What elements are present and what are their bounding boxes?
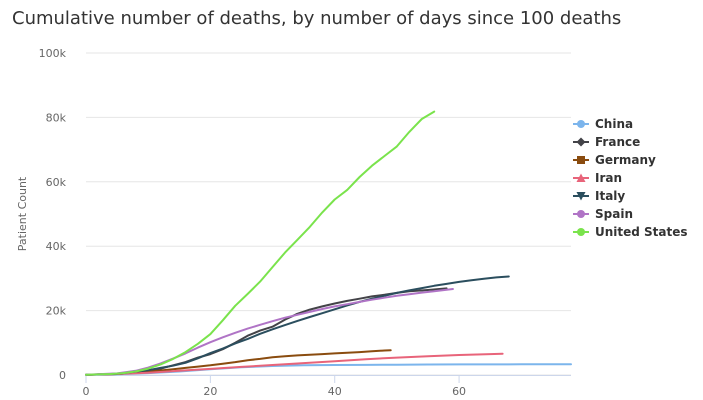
legend-item-spain[interactable]: Spain	[573, 207, 633, 221]
x-tick-label-2: 40	[328, 385, 342, 398]
legend[interactable]: China France Germany Iran Italy Spain United S…	[573, 117, 688, 239]
legend-marker-china	[577, 120, 585, 128]
legend-item-iran[interactable]: Iran	[573, 171, 622, 185]
series-line-united-states[interactable]	[85, 110, 436, 376]
gridlines	[86, 52, 571, 376]
legend-item-italy[interactable]: Italy	[573, 189, 625, 203]
series-line-iran[interactable]	[85, 352, 504, 376]
legend-marker-spain	[577, 210, 585, 218]
y-tick-label-5: 100k	[39, 47, 67, 60]
legend-label-spain: Spain	[595, 207, 633, 221]
series-line-germany[interactable]	[85, 349, 392, 376]
series-lines	[85, 110, 572, 376]
legend-item-china[interactable]: China	[573, 117, 633, 131]
legend-marker-iran	[576, 173, 586, 182]
legend-label-iran: Iran	[595, 171, 622, 185]
legend-label-italy: Italy	[595, 189, 625, 203]
x-tick-label-0: 0	[83, 385, 90, 398]
legend-item-united-states[interactable]: United States	[573, 225, 688, 239]
y-tick-label-2: 40k	[46, 240, 67, 253]
y-tick-label-0: 0	[59, 369, 66, 382]
y-axis-title: Patient Count	[16, 176, 29, 251]
legend-item-france[interactable]: France	[573, 135, 640, 149]
legend-label-china: China	[595, 117, 633, 131]
y-tick-label-3: 60k	[46, 176, 67, 189]
legend-marker-united-states	[577, 228, 585, 236]
series-line-spain[interactable]	[85, 288, 454, 376]
legend-marker-france	[576, 137, 586, 147]
series-line-italy[interactable]	[85, 275, 510, 376]
legend-label-germany: Germany	[595, 153, 656, 167]
y-tick-label-1: 20k	[46, 305, 67, 318]
legend-item-germany[interactable]: Germany	[573, 153, 656, 167]
y-tick-label-4: 80k	[46, 111, 67, 124]
chart-title: Cumulative number of deaths, by number o…	[12, 8, 621, 29]
x-tick-label-1: 20	[203, 385, 217, 398]
legend-label-united-states: United States	[595, 225, 688, 239]
legend-marker-germany	[577, 156, 585, 164]
x-tick-label-3: 60	[452, 385, 466, 398]
legend-label-france: France	[595, 135, 640, 149]
legend-marker-italy	[576, 192, 586, 201]
axes: 0 20k 40k 60k 80k 100k 0 20 40 60	[39, 47, 571, 398]
